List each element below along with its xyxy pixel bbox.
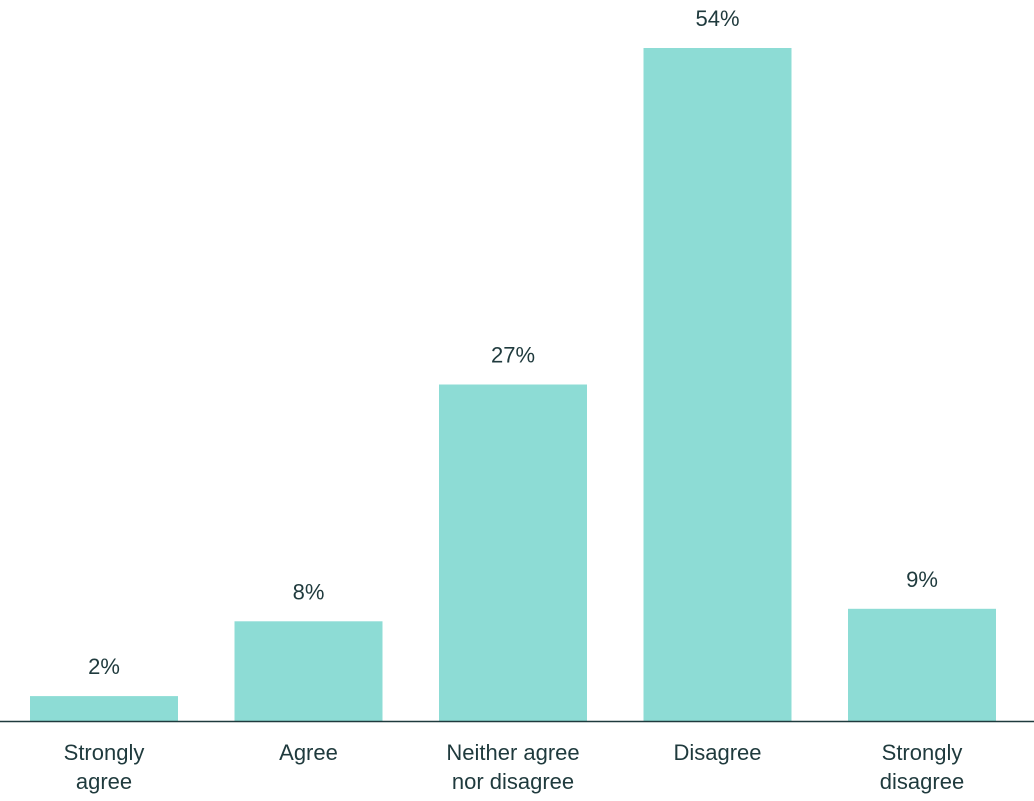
tick-labels-group: Strongly agree Agree Neither agree nor disag… [64, 740, 965, 794]
x-tick-label-2: Agree [279, 740, 338, 765]
bar-1 [30, 696, 178, 721]
x-tick-label-5: Strongly disagree [880, 740, 964, 794]
bars-group [30, 48, 996, 721]
value-label-3: 27% [491, 343, 535, 368]
value-label-1: 2% [88, 654, 120, 679]
bar-2 [234, 621, 383, 721]
bar-4 [643, 48, 792, 721]
x-tick-label-4: Disagree [673, 740, 761, 765]
bar-3 [439, 384, 587, 721]
value-labels-group: 2% 8% 27% 54% 9% [88, 6, 938, 679]
x-tick-label-1: Strongly agree [64, 740, 145, 794]
value-label-5: 9% [906, 567, 938, 592]
x-tick-label-3: Neither agree nor disagree [446, 740, 579, 794]
value-label-2: 8% [293, 579, 325, 604]
value-label-4: 54% [695, 6, 739, 31]
bar-5 [848, 608, 996, 721]
